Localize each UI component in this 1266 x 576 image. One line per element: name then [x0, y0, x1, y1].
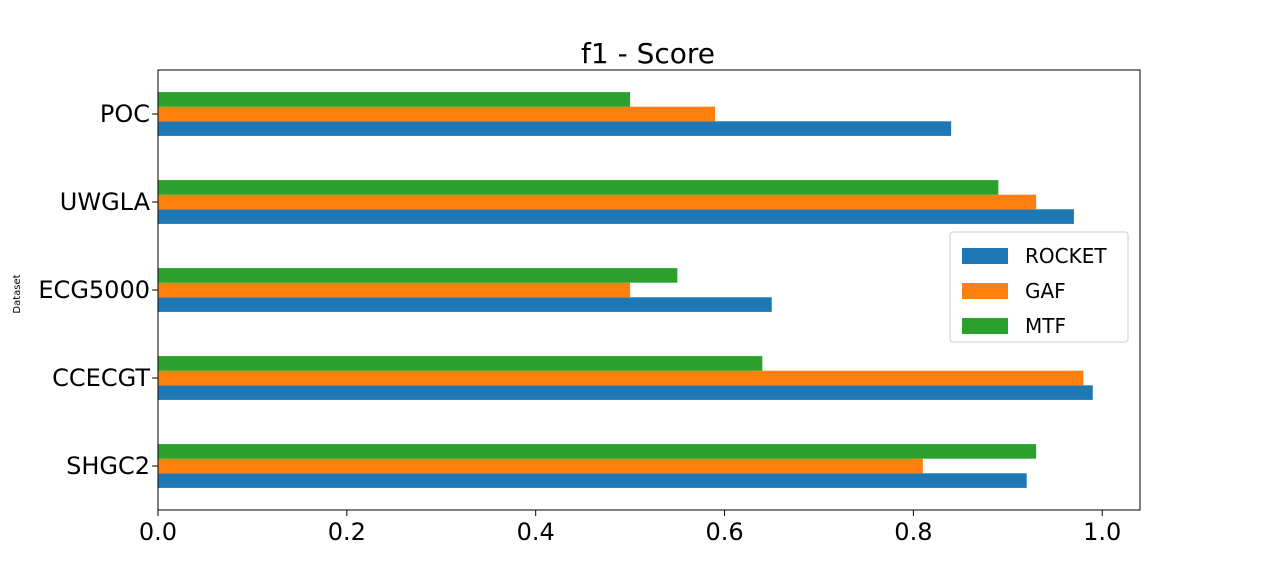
bar-gaf-ccecgt: [158, 370, 1084, 386]
y-tick-label: CCECGT: [52, 364, 150, 392]
bar-mtf-poc: [158, 92, 631, 107]
bar-rocket-ecg5000: [158, 297, 772, 312]
legend-label-gaf: GAF: [1025, 279, 1066, 303]
bar-gaf-shgc2: [158, 458, 923, 474]
bar-rocket-ccecgt: [158, 385, 1093, 400]
bar-gaf-poc: [158, 106, 716, 122]
y-axis-label: Dataset: [12, 274, 23, 313]
y-tick-label: POC: [100, 100, 150, 128]
x-tick-label: 1.0: [1083, 518, 1121, 546]
bar-mtf-uwgla: [158, 180, 999, 195]
y-axis-ticks: SHGC2 CCECGT ECG5000 UWGLA POC: [38, 100, 158, 480]
legend: ROCKET GAF MTF: [949, 231, 1129, 343]
bar-rocket-uwgla: [158, 209, 1074, 224]
y-tick-label: SHGC2: [66, 452, 150, 480]
bar-mtf-shgc2: [158, 444, 1037, 459]
x-tick-label: 0.6: [705, 518, 743, 546]
legend-swatch-gaf: [962, 283, 1008, 299]
legend-label-rocket: ROCKET: [1025, 244, 1107, 268]
bar-gaf-uwgla: [158, 194, 1037, 210]
x-tick-label: 0.0: [139, 518, 177, 546]
legend-label-mtf: MTF: [1025, 314, 1066, 338]
bar-mtf-ccecgt: [158, 356, 763, 371]
x-tick-label: 0.8: [894, 518, 932, 546]
bar-gaf-ecg5000: [158, 282, 631, 298]
chart-title: f1 - Score: [581, 37, 715, 70]
y-tick-label: UWGLA: [60, 188, 151, 216]
legend-swatch-mtf: [962, 318, 1008, 334]
x-tick-label: 0.2: [328, 518, 366, 546]
bar-rocket-poc: [158, 121, 952, 136]
y-tick-label: ECG5000: [38, 276, 150, 304]
bar-mtf-ecg5000: [158, 268, 678, 283]
bars-group: [158, 92, 1093, 488]
legend-swatch-rocket: [962, 248, 1008, 264]
bar-rocket-shgc2: [158, 473, 1027, 488]
x-tick-label: 0.4: [517, 518, 555, 546]
x-axis-ticks: 0.0 0.2 0.4 0.6 0.8 1.0: [139, 510, 1121, 546]
